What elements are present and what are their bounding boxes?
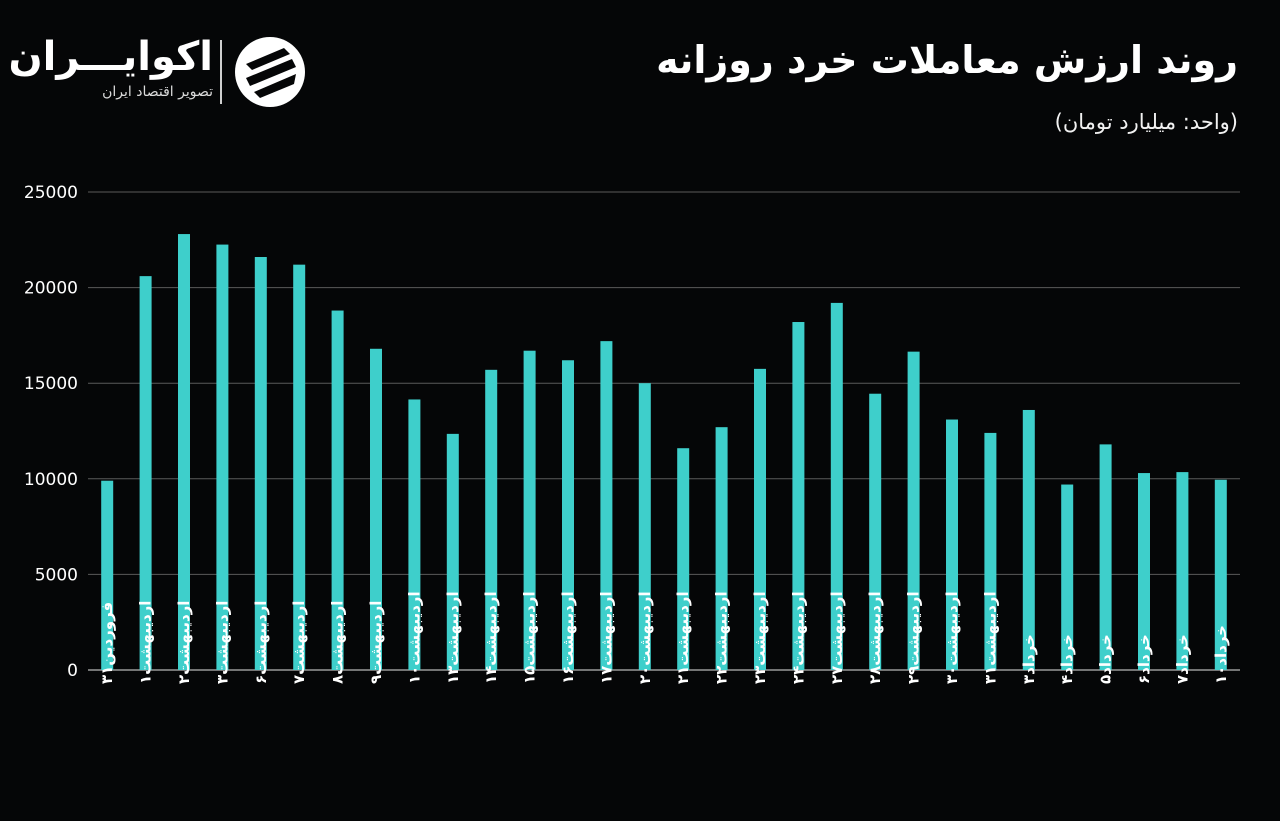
bar (1214, 479, 1227, 670)
y-tick-label: 0 (67, 661, 78, 681)
x-tick-label: اردیبهشت۲۷ (828, 591, 846, 684)
x-tick-label: اردیبهشت۹ (367, 601, 385, 684)
bar (446, 433, 459, 670)
chart-title: روند ارزش معاملات خرد روزانه (656, 38, 1238, 82)
x-tick-label: اردیبهشت۳۱ (981, 591, 999, 684)
x-tick-label: اردیبهشت۲ (175, 601, 193, 684)
x-tick-label: اردیبهشت۲۱ (674, 591, 692, 684)
ekoiran-logo-icon (235, 37, 305, 107)
brand-block: اکوایـــران تصویر اقتصاد ایران (8, 34, 318, 114)
x-tick-label: اردیبهشت۱۰ (405, 591, 423, 684)
y-tick-label: 25000 (24, 183, 78, 203)
brand-name: اکوایـــران (8, 34, 213, 80)
x-tick-label: اردیبهشت۳۰ (943, 591, 961, 684)
brand-divider (220, 40, 222, 104)
bar (1061, 484, 1074, 670)
bar (715, 427, 728, 670)
x-tick-label: اردیبهشت۷ (290, 601, 308, 684)
bar (1138, 473, 1150, 670)
bar (139, 276, 152, 670)
bar (907, 351, 920, 670)
x-tick-label: اردیبهشت۸ (329, 601, 347, 684)
x-tick-label: اردیبهشت۲۰ (636, 591, 654, 684)
y-tick-label: 15000 (24, 374, 78, 394)
x-tick-label: اردیبهشت۲۲ (713, 591, 731, 684)
x-tick-label: اردیبهشت۳ (213, 601, 231, 684)
bar (946, 419, 958, 670)
y-tick-label: 5000 (35, 565, 78, 585)
bar (984, 432, 997, 670)
brand-tagline: تصویر اقتصاد ایران (102, 84, 213, 100)
x-tick-label: خرداد۷ (1173, 634, 1191, 684)
x-tick-label: خرداد۵ (1097, 634, 1115, 684)
bar (101, 480, 114, 670)
x-tick-label: اردیبهشت۶ (252, 601, 270, 684)
bar (869, 393, 882, 670)
bar (1176, 472, 1189, 670)
x-tick-label: خرداد۱۰ (1212, 625, 1230, 684)
y-tick-label: 10000 (24, 470, 78, 490)
bar (216, 244, 229, 670)
bar (792, 322, 805, 670)
bar (677, 448, 690, 670)
bar (562, 360, 574, 670)
bar (254, 257, 267, 670)
x-tick-label: فروردین۳۱ (98, 602, 116, 684)
bar (178, 234, 190, 670)
x-tick-label: اردیبهشت۱۶ (559, 591, 577, 684)
x-tick-label: اردیبهشت۱۳ (444, 591, 462, 684)
x-tick-label: خرداد۶ (1135, 634, 1153, 684)
x-tick-label: اردیبهشت۱۵ (521, 591, 539, 684)
chart-unit-label: (واحد: میلیارد تومان) (1054, 110, 1238, 134)
x-tick-label: خرداد۳ (1020, 634, 1038, 684)
y-tick-label: 20000 (24, 279, 78, 299)
bar (293, 264, 306, 670)
x-tick-label: اردیبهشت۱ (137, 601, 155, 684)
x-tick-label: اردیبهشت۲۸ (866, 591, 884, 684)
bar (331, 310, 344, 670)
bar (1022, 409, 1035, 670)
bar (754, 368, 766, 670)
x-tick-label: خرداد۴ (1058, 634, 1076, 684)
x-tick-label: اردیبهشت۲۹ (905, 591, 923, 684)
bar (370, 348, 382, 670)
bar (1099, 444, 1112, 670)
bar (485, 369, 498, 670)
x-tick-label: اردیبهشت۲۴ (789, 591, 807, 684)
bar (600, 341, 613, 670)
bar (408, 399, 421, 670)
bar (523, 350, 536, 670)
x-tick-label: اردیبهشت۲۳ (751, 591, 769, 684)
x-tick-label: اردیبهشت۱۷ (597, 591, 615, 684)
bar (638, 383, 651, 670)
bar (830, 302, 843, 670)
x-tick-label: اردیبهشت۱۴ (482, 591, 500, 684)
